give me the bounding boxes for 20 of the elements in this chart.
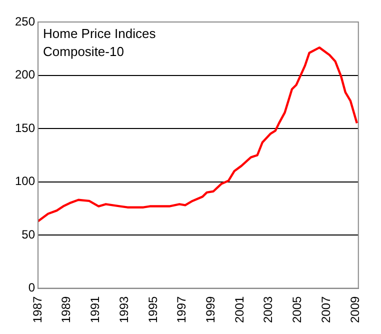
chart-title: Home Price Indices <box>43 26 156 42</box>
x-tick-label: 2007 <box>318 296 333 324</box>
text: Composite-10 <box>43 44 124 60</box>
y-tick-label: 150 <box>14 120 36 135</box>
y-tick-label: 50 <box>22 227 36 242</box>
x-tick-label: 1991 <box>88 296 102 324</box>
x-tick-label: 2009 <box>348 296 362 324</box>
y-tick-label: 0 <box>28 280 36 295</box>
x-tick-label: 1987 <box>30 296 44 324</box>
x-tick-label: 2005 <box>290 296 304 324</box>
y-tick-label: 100 <box>14 174 36 188</box>
x-tick-label: 2003 <box>261 296 276 324</box>
x-tick-label: 2001 <box>232 296 246 324</box>
y-tick-label: 250 <box>14 14 36 28</box>
x-tick-label: 1999 <box>204 296 218 324</box>
x-tick-label: 1997 <box>174 296 189 324</box>
x-tick-label: 1993 <box>116 296 131 324</box>
x-tick-label: 1989 <box>59 296 74 324</box>
x-tick-label: 1995 <box>146 296 160 324</box>
y-tick-label: 200 <box>14 68 36 82</box>
